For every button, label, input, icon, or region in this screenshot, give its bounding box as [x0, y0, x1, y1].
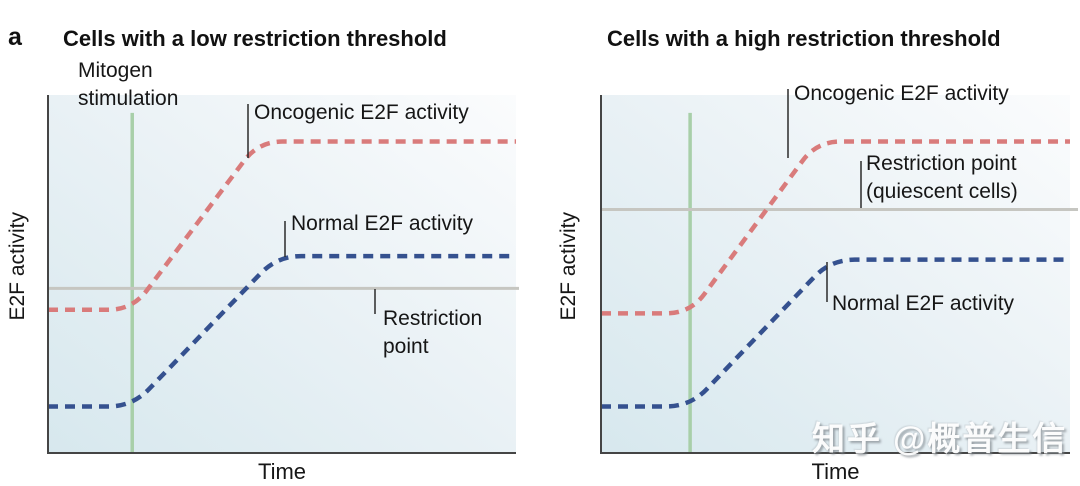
x-axis-label-left: Time: [257, 459, 307, 484]
x-axis-label-right: Time: [811, 459, 860, 484]
y-axis-label-left: E2F activity: [6, 212, 29, 321]
oncogenic-e2f-label-right: Oncogenic E2F activity: [794, 82, 1009, 105]
restriction-point-label-right: Restriction point (quiescent cells): [866, 152, 1018, 203]
panel-title-right: Cells with a high restriction threshold: [607, 26, 1001, 51]
normal-e2f-label-right: Normal E2F activity: [832, 292, 1015, 315]
oncogenic-e2f-label-left: Oncogenic E2F activity: [254, 101, 469, 124]
y-axis-label-right: E2F activity: [557, 212, 580, 321]
panel-letter: a: [8, 23, 22, 51]
restriction-point-label-left: Restriction point: [383, 307, 483, 358]
panel-title-left: Cells with a low restriction threshold: [63, 26, 447, 51]
normal-e2f-label-left: Normal E2F activity: [291, 212, 474, 235]
watermark: 知乎 @概普生信: [812, 420, 1068, 457]
mitogen-stimulation-label-left: Mitogen stimulation: [78, 59, 179, 110]
